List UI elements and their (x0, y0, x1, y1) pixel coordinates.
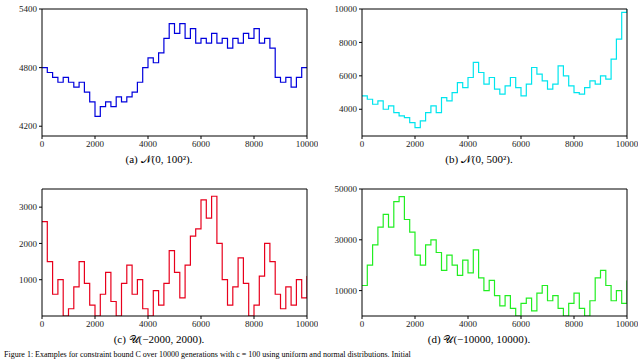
svg-text:10000: 10000 (335, 4, 358, 14)
svg-text:4000: 4000 (139, 319, 158, 329)
svg-text:6000: 6000 (192, 319, 211, 329)
svg-text:30000: 30000 (335, 235, 358, 245)
svg-text:8000: 8000 (565, 139, 584, 149)
svg-text:10000: 10000 (616, 139, 632, 149)
svg-text:2000: 2000 (406, 139, 425, 149)
svg-text:2000: 2000 (406, 319, 425, 329)
svg-text:10000: 10000 (296, 319, 318, 329)
html-text:(c) 𝒰(−2000, 2000).: (c) 𝒰(−2000, 2000). (113, 333, 205, 345)
svg-text:4000: 4000 (339, 104, 358, 114)
svg-text:6000: 6000 (512, 319, 531, 329)
html-text:Figure 1: Examples for constra: Figure 1: Examples for constraint bound … (4, 350, 411, 359)
svg-text:8000: 8000 (245, 319, 264, 329)
svg-text:8000: 8000 (245, 139, 264, 149)
svg-text:0: 0 (360, 319, 365, 329)
svg-text:2000: 2000 (86, 319, 105, 329)
svg-text:10000: 10000 (296, 139, 318, 149)
svg-text:6000: 6000 (512, 139, 531, 149)
svg-text:6000: 6000 (192, 139, 211, 149)
svg-text:1000: 1000 (19, 275, 38, 285)
svg-text:6000: 6000 (339, 71, 358, 81)
svg-text:50000: 50000 (335, 184, 358, 194)
svg-text:3000: 3000 (19, 202, 38, 212)
html-text:(d) 𝒰(−10000, 10000).: (d) 𝒰(−10000, 10000). (427, 333, 531, 345)
svg-text:8000: 8000 (565, 319, 584, 329)
html-text:(b) 𝒩(0, 500²).: (b) 𝒩(0, 500²). (445, 153, 513, 165)
svg-text:4000: 4000 (459, 139, 478, 149)
svg-text:0: 0 (360, 139, 365, 149)
svg-text:4000: 4000 (459, 319, 478, 329)
svg-text:2000: 2000 (19, 239, 38, 249)
svg-text:4800: 4800 (19, 63, 38, 73)
svg-text:0: 0 (40, 319, 45, 329)
svg-text:2000: 2000 (86, 139, 105, 149)
svg-text:8000: 8000 (339, 38, 358, 48)
svg-text:0: 0 (40, 139, 45, 149)
svg-text:5400: 5400 (19, 4, 38, 14)
html-text:(a) 𝒩(0, 100²).: (a) 𝒩(0, 100²). (125, 153, 193, 165)
svg-text:4000: 4000 (139, 139, 158, 149)
svg-text:10000: 10000 (616, 319, 632, 329)
svg-text:4200: 4200 (19, 121, 38, 131)
svg-text:10000: 10000 (335, 286, 358, 296)
